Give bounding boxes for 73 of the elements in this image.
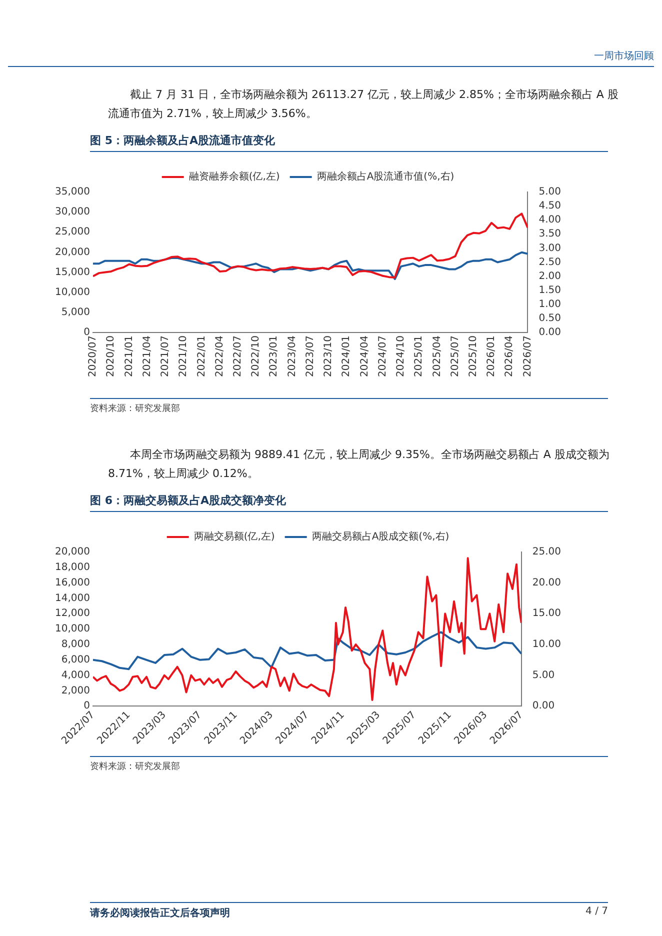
y-tick-label: 5,000 xyxy=(61,306,90,318)
y2-tick-label: 4.00 xyxy=(538,214,561,226)
y2-tick-label: 5.00 xyxy=(532,670,555,681)
chart-title: 图 5：两融余额及占A股流通市值变化 xyxy=(90,131,608,152)
legend-label: 两融余额占A股流通市值(%,右) xyxy=(316,170,454,183)
x-tick-label: 2022/07 xyxy=(232,335,244,378)
text: 请务必阅读报告正文后各项声明 xyxy=(90,906,230,920)
y2-tick-label: 0.00 xyxy=(532,700,555,712)
x-tick-label: 2022/10 xyxy=(250,335,262,378)
x-tick-label: 2024/01 xyxy=(341,335,352,378)
x-tick-label: 2025/01 xyxy=(414,335,425,378)
y2-tick-label: 20.00 xyxy=(532,577,562,588)
y-tick-label: 12,000 xyxy=(54,608,90,620)
y-tick-label: 35,000 xyxy=(54,186,90,198)
chart-title: 图 6：两融交易额及占A股成交额净变化 xyxy=(90,491,608,512)
y2-tick-label: 2.00 xyxy=(538,270,561,282)
x-tick-label: 2023/10 xyxy=(323,335,334,378)
y2-tick-label: 10.00 xyxy=(532,639,562,650)
y2-tick-label: 3.00 xyxy=(538,242,561,254)
y-tick-label: 14,000 xyxy=(54,592,90,604)
y-tick-label: 10,000 xyxy=(54,624,90,635)
y-tick-label: 8,000 xyxy=(61,639,90,650)
legend-label: 融资融券余额(亿,左) xyxy=(188,170,280,183)
y2-tick-label: 0.50 xyxy=(538,313,561,324)
y-tick-label: 15,000 xyxy=(54,266,90,278)
x-tick-label: 2025/10 xyxy=(468,335,479,378)
y2-tick-label: 1.00 xyxy=(538,298,561,310)
x-tick-label: 2023/07 xyxy=(304,335,316,378)
x-tick-label: 2026/01 xyxy=(486,335,498,378)
y-tick-label: 18,000 xyxy=(54,562,90,574)
text: 截止 7 月 31 日，全市场两融余额为 26113.27 亿元，较上周减少 2.85%；全市场两融余额占 A 股流通市值为 2.71%，较上周减少 3.56%。 xyxy=(108,87,620,122)
x-tick-label: 2025/07 xyxy=(450,335,461,378)
y2-tick-label: 15.00 xyxy=(532,608,562,620)
text: 本周全市场两融交易额为 9889.41 亿元，较上周减少 9.35%。全市场两融交易额占 A 股成交额为 8.71%，较上周减少 0.12%。 xyxy=(108,447,610,482)
legend-label: 两融交易额(亿,左) xyxy=(194,530,275,543)
y-tick-label: 2,000 xyxy=(61,685,90,696)
x-tick-label: 2021/01 xyxy=(124,335,135,378)
y-tick-label: 25,000 xyxy=(54,226,90,238)
y2-tick-label: 4.50 xyxy=(538,200,561,212)
x-tick-label: 2025/04 xyxy=(432,335,443,378)
x-tick-label: 2020/10 xyxy=(106,335,117,378)
text: 资料来源：研究发展部 xyxy=(90,398,608,415)
y-tick-label: 20,000 xyxy=(54,246,90,258)
x-tick-label: 2022/01 xyxy=(196,335,208,378)
y2-tick-label: 5.00 xyxy=(538,186,561,198)
y-tick-label: 0 xyxy=(84,700,90,712)
x-tick-label: 2021/07 xyxy=(160,335,172,378)
x-tick-label: 2021/04 xyxy=(142,335,153,378)
x-tick-label: 2023/04 xyxy=(286,335,298,378)
text: 资料来源：研究发展部 xyxy=(90,756,608,773)
x-tick-label: 2022/04 xyxy=(214,335,226,378)
y2-tick-label: 2.50 xyxy=(538,256,561,268)
x-tick-label: 2021/10 xyxy=(178,335,190,378)
y2-tick-label: 0.00 xyxy=(538,327,561,338)
text: 4 / 7 xyxy=(586,906,608,919)
x-tick-label: 2026/04 xyxy=(504,335,516,378)
y2-tick-label: 1.50 xyxy=(538,284,561,296)
x-tick-label: 2026/07 xyxy=(522,335,534,378)
x-tick-label: 2024/04 xyxy=(359,335,370,378)
y2-tick-label: 3.50 xyxy=(538,228,561,240)
x-tick-label: 2023/01 xyxy=(268,335,280,378)
y-tick-label: 20,000 xyxy=(54,546,90,558)
y-tick-label: 4,000 xyxy=(61,670,90,681)
y-tick-label: 16,000 xyxy=(54,577,90,588)
legend-label: 两融交易额占A股成交额(%,右) xyxy=(312,530,450,543)
y-tick-label: 30,000 xyxy=(54,206,90,218)
x-tick-label: 2024/10 xyxy=(396,335,407,378)
y2-tick-label: 25.00 xyxy=(532,546,562,558)
x-tick-label: 2024/07 xyxy=(377,335,388,378)
y-tick-label: 6,000 xyxy=(61,654,90,666)
x-tick-label: 2020/07 xyxy=(88,335,99,378)
text: 一周市场回顾 xyxy=(594,50,654,63)
y-tick-label: 10,000 xyxy=(54,286,90,298)
